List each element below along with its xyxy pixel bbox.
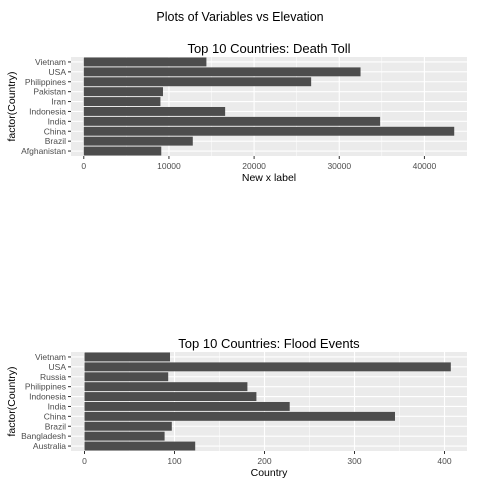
y-tick-label: Australia: [33, 441, 66, 451]
x-axis-label: Country: [251, 467, 289, 479]
y-tick-label: Pakistan: [33, 87, 66, 97]
bar-pakistan: [83, 87, 163, 97]
y-tick-label: China: [44, 411, 66, 421]
figure-suptitle: Plots of Variables vs Elevation: [156, 10, 324, 24]
y-tick-label: Indonesia: [29, 392, 66, 402]
y-tick-label: Philippines: [25, 77, 66, 87]
y-tick-label: India: [48, 401, 67, 411]
x-tick-label: 0: [81, 161, 86, 171]
bar-vietnam: [84, 352, 170, 362]
y-tick-label: India: [48, 116, 67, 126]
chart-title: Top 10 Countries: Flood Events: [178, 336, 360, 351]
y-tick-label: China: [44, 126, 66, 136]
y-tick-label: Brazil: [45, 421, 66, 431]
y-tick-label: USA: [49, 362, 67, 372]
bar-australia: [84, 441, 196, 451]
bar-usa: [83, 67, 361, 77]
y-tick-label: Brazil: [45, 136, 66, 146]
bar-brazil: [84, 421, 172, 431]
bar-china: [84, 411, 395, 421]
x-tick-label: 300: [347, 456, 361, 466]
bar-vietnam: [83, 57, 207, 67]
bar-india: [83, 116, 381, 126]
y-axis-label: factor(Country): [6, 71, 18, 141]
x-tick-label: 200: [257, 456, 271, 466]
x-tick-label: 400: [437, 456, 451, 466]
bar-india: [84, 401, 290, 411]
x-tick-label: 30000: [327, 161, 351, 171]
y-tick-label: Indonesia: [29, 106, 66, 116]
bar-russia: [84, 372, 169, 382]
y-tick-label: Philippines: [25, 382, 66, 392]
bar-brazil: [83, 136, 193, 146]
bar-philippines: [84, 382, 248, 392]
y-axis-label: factor(Country): [6, 366, 18, 436]
x-axis-label: New x label: [242, 172, 296, 184]
bar-usa: [84, 362, 451, 372]
bar-indonesia: [83, 106, 226, 116]
y-tick-label: Russia: [40, 372, 66, 382]
y-tick-label: USA: [49, 67, 67, 77]
x-tick-label: 0: [82, 456, 87, 466]
x-tick-label: 100: [167, 456, 181, 466]
bar-afghanistan: [83, 146, 162, 156]
chart-title: Top 10 Countries: Death Toll: [187, 41, 350, 56]
y-tick-label: Vietnam: [35, 57, 66, 67]
x-tick-label: 40000: [413, 161, 437, 171]
bar-philippines: [83, 77, 312, 87]
x-tick-label: 10000: [157, 161, 181, 171]
bar-china: [83, 126, 455, 136]
bar-bangladesh: [84, 431, 165, 441]
x-tick-label: 20000: [242, 161, 266, 171]
bar-indonesia: [84, 392, 257, 402]
y-tick-label: Afghanistan: [21, 146, 66, 156]
bar-iran: [83, 97, 161, 107]
y-tick-label: Bangladesh: [21, 431, 66, 441]
y-tick-label: Iran: [51, 97, 66, 107]
y-tick-label: Vietnam: [35, 352, 66, 362]
